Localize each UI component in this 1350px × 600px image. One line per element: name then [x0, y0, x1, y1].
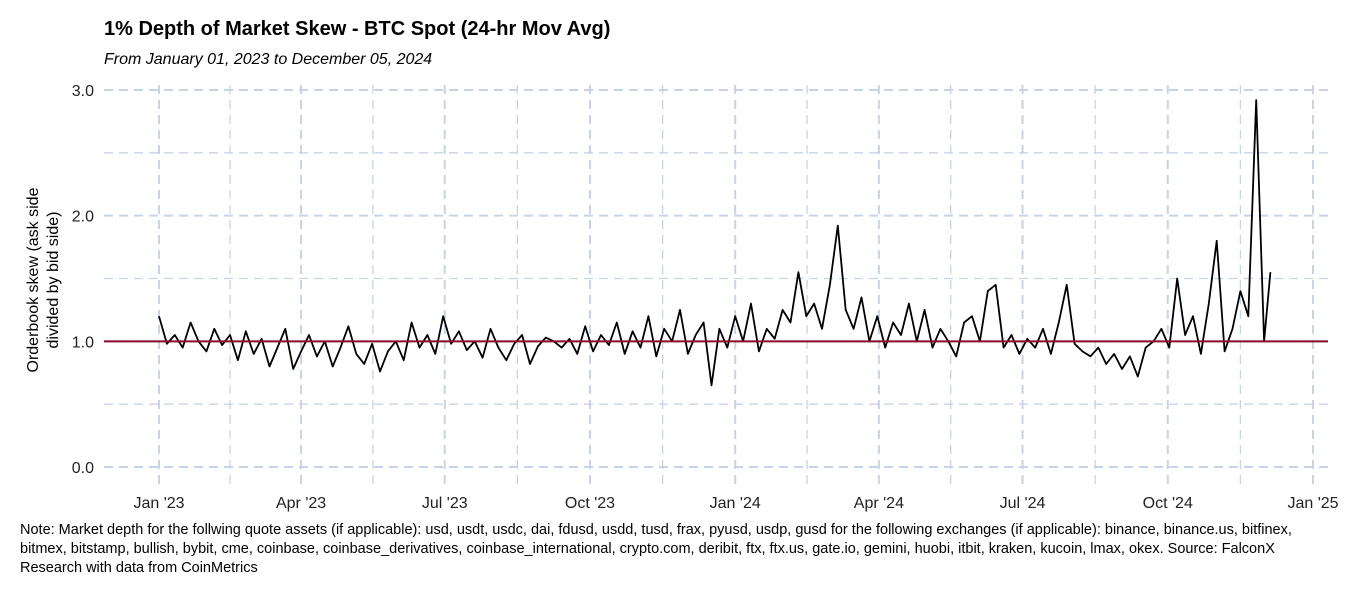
- y-axis-label: Orderbook skew (ask side: [25, 187, 42, 372]
- x-tick-label: Oct '23: [565, 495, 615, 512]
- x-tick-label: Apr '24: [854, 495, 904, 512]
- chart-area: 0.0 1.0 2.0 3.0 Jan '23 Apr '23 Jul '23 Oct '23…: [25, 83, 1339, 512]
- chart-subtitle: From January 01, 2023 to December 05, 20…: [104, 51, 433, 68]
- x-tick-label: Jan '25: [1287, 495, 1338, 512]
- series-line: [158, 99, 1272, 387]
- chart-note: Note: Market depth for the follwing quot…: [20, 522, 1292, 576]
- y-tick-label: 0.0: [72, 460, 94, 477]
- x-tick-label: Jul '24: [1000, 495, 1046, 512]
- x-tick-label: Apr '23: [276, 495, 326, 512]
- x-tick-label: Oct '24: [1143, 495, 1193, 512]
- y-tick-label: 2.0: [72, 209, 94, 226]
- chart-title: 1% Depth of Market Skew - BTC Spot (24-h…: [104, 18, 611, 40]
- x-tick-label: Jan '23: [133, 495, 184, 512]
- y-axis-label: divided by bid side): [45, 212, 62, 349]
- y-tick-label: 1.0: [72, 334, 94, 351]
- x-tick-label: Jan '24: [710, 495, 761, 512]
- y-tick-label: 3.0: [72, 83, 94, 100]
- x-tick-label: Jul '23: [422, 495, 468, 512]
